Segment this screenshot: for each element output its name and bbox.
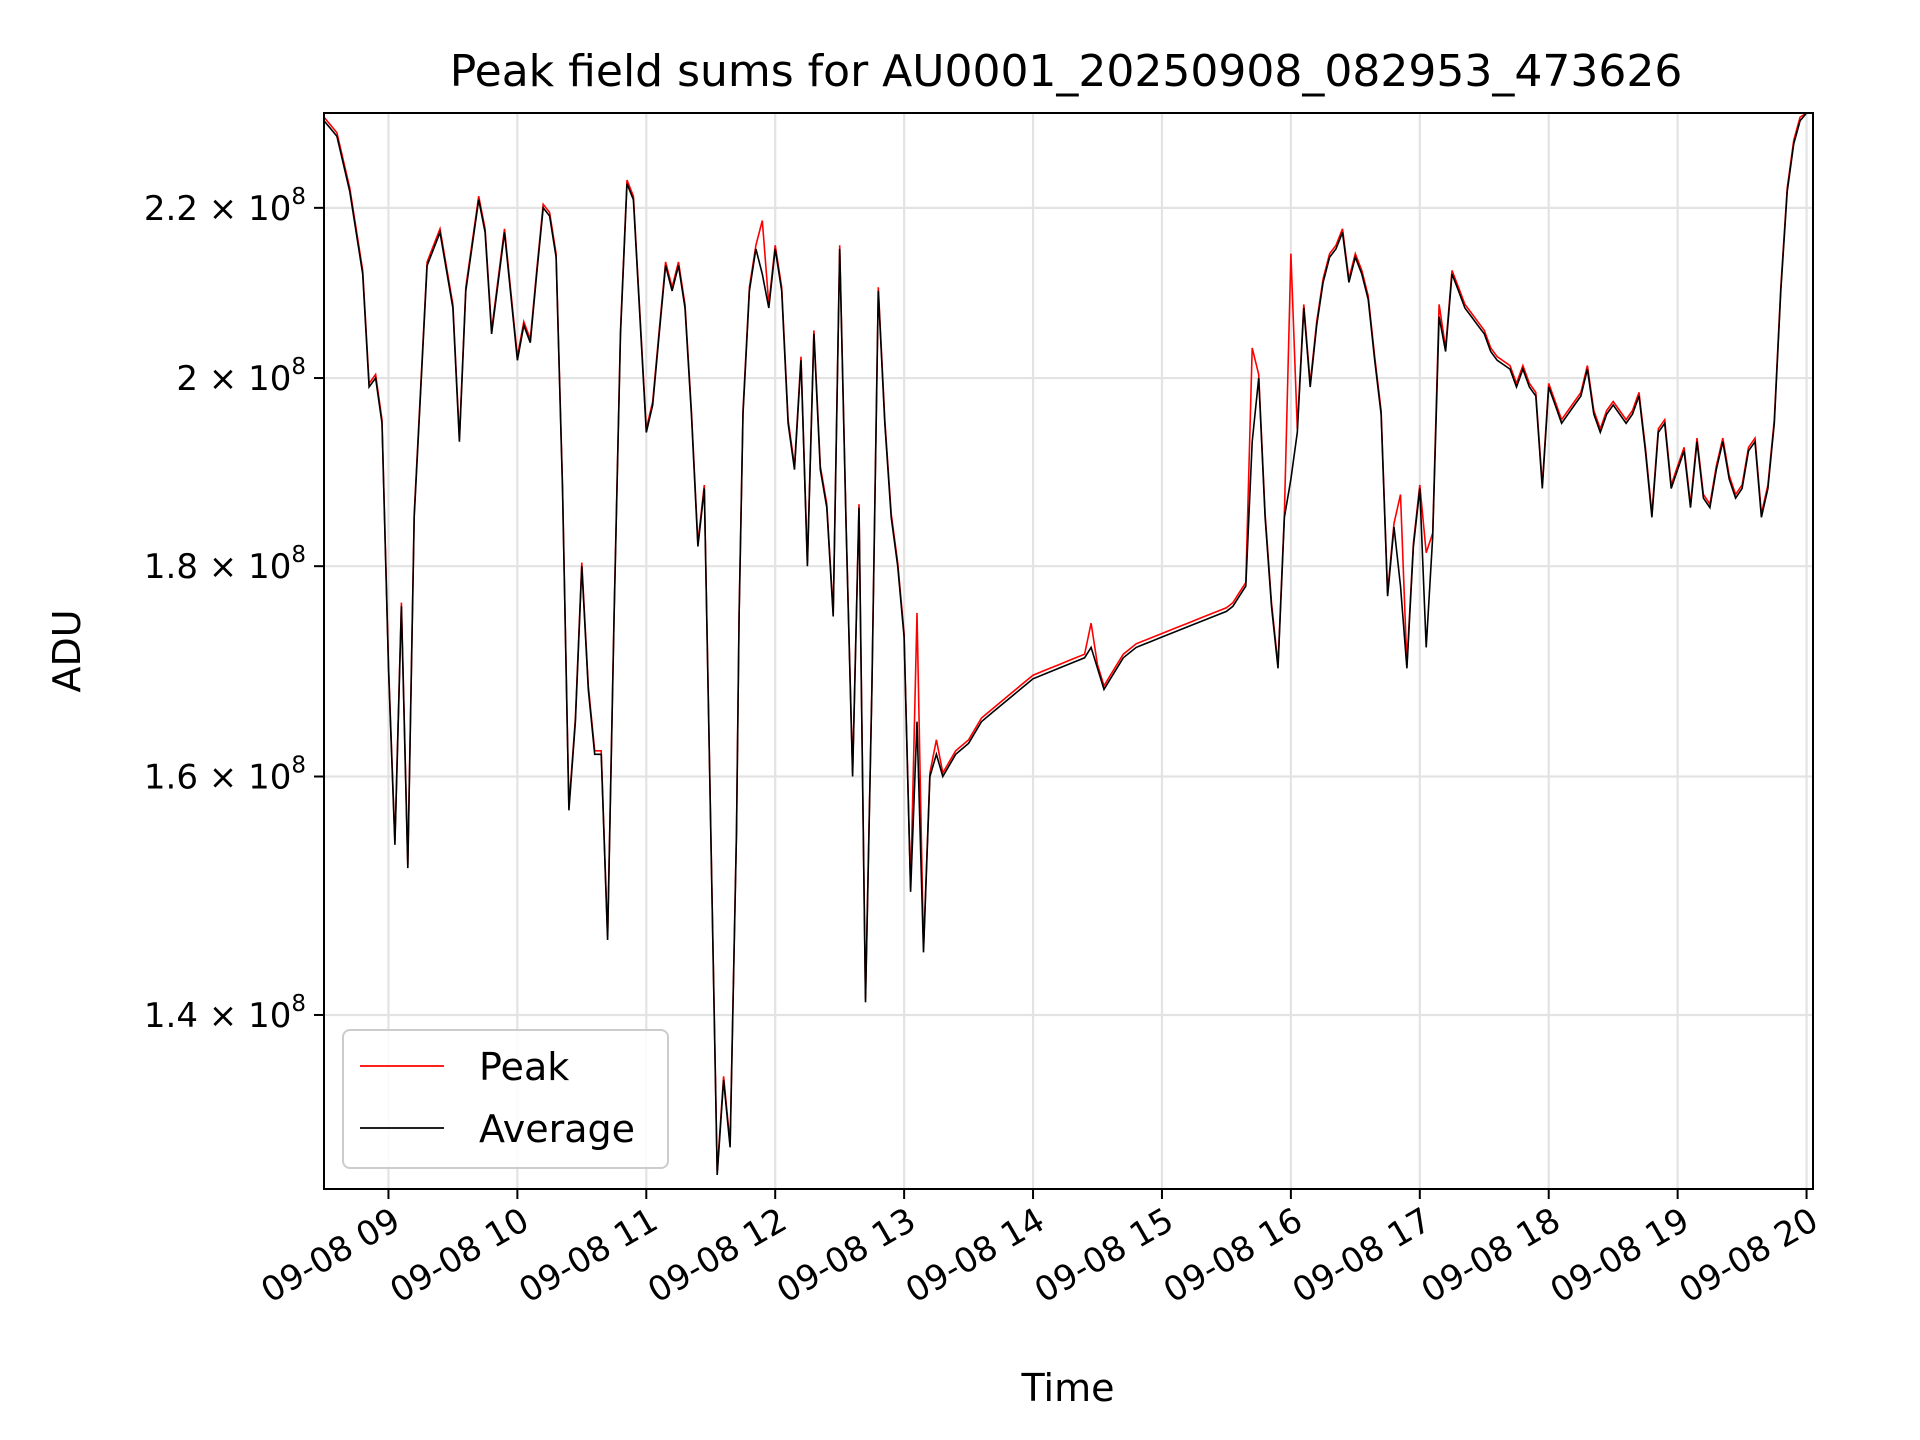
y-tick-multiplier: × 10 bbox=[198, 359, 291, 399]
x-tick-label: 09-08 12 bbox=[641, 1200, 793, 1311]
x-tick-label: 09-08 11 bbox=[512, 1200, 664, 1311]
plot-area-frame bbox=[323, 112, 1814, 1190]
x-tick-label: 09-08 19 bbox=[1544, 1200, 1696, 1311]
series-line-average bbox=[323, 112, 1808, 1176]
x-tick-label: 09-08 14 bbox=[899, 1200, 1051, 1311]
y-tick-mantissa: 2 bbox=[176, 359, 198, 399]
y-tick-exponent: 8 bbox=[291, 753, 306, 779]
y-tick-label: 1.8 × 108 bbox=[144, 542, 306, 587]
x-tick-label: 09-08 20 bbox=[1673, 1200, 1825, 1311]
x-tick-label: 09-08 10 bbox=[383, 1200, 535, 1311]
legend-label-peak: Peak bbox=[479, 1045, 569, 1089]
x-tick-label: 09-08 09 bbox=[255, 1200, 407, 1311]
y-tick-mantissa: 1.8 bbox=[144, 547, 198, 587]
y-tick-exponent: 8 bbox=[291, 542, 306, 568]
x-tick-label: 09-08 16 bbox=[1157, 1200, 1309, 1311]
y-tick-mantissa: 2.2 bbox=[144, 189, 198, 229]
y-tick-multiplier: × 10 bbox=[198, 547, 291, 587]
y-tick-exponent: 8 bbox=[291, 354, 306, 380]
grid bbox=[324, 113, 1813, 1189]
y-tick-exponent: 8 bbox=[291, 991, 306, 1017]
y-tick-multiplier: × 10 bbox=[198, 758, 291, 798]
y-tick-label: 2.2 × 108 bbox=[144, 184, 306, 229]
y-tick-exponent: 8 bbox=[291, 184, 306, 210]
x-tick-label: 09-08 15 bbox=[1028, 1200, 1180, 1311]
legend-label-average: Average bbox=[479, 1107, 635, 1151]
y-tick-label: 1.4 × 108 bbox=[144, 991, 306, 1036]
y-tick-mantissa: 1.4 bbox=[144, 996, 198, 1036]
y-tick-mantissa: 1.6 bbox=[144, 758, 198, 798]
y-axis-label: ADU bbox=[45, 609, 89, 692]
x-axis-label: Time bbox=[1021, 1366, 1115, 1410]
x-tick-label: 09-08 13 bbox=[770, 1200, 922, 1311]
chart-title: Peak field sums for AU0001_20250908_0829… bbox=[450, 46, 1683, 97]
series-line-peak bbox=[323, 112, 1808, 1172]
y-tick-multiplier: × 10 bbox=[198, 996, 291, 1036]
x-tick-label: 09-08 18 bbox=[1415, 1200, 1567, 1311]
y-tick-multiplier: × 10 bbox=[198, 189, 291, 229]
legend-box bbox=[342, 1029, 669, 1169]
y-tick-label: 2 × 108 bbox=[176, 354, 306, 399]
plot-series bbox=[323, 112, 1808, 1176]
y-tick-label: 1.6 × 108 bbox=[144, 753, 306, 798]
x-tick-label: 09-08 17 bbox=[1286, 1200, 1438, 1311]
legend: Peak Average bbox=[342, 1029, 669, 1169]
